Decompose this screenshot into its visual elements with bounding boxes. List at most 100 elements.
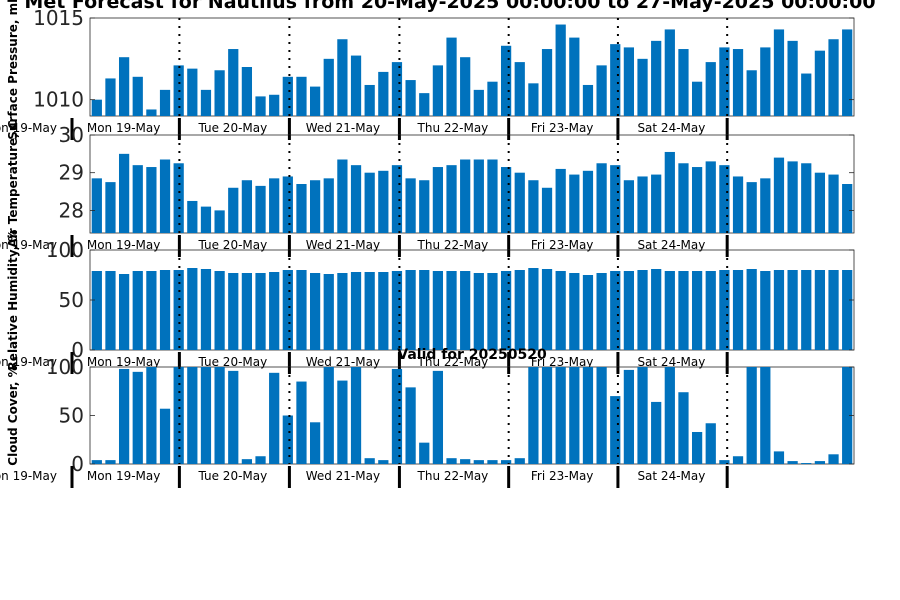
bar (241, 459, 253, 464)
bar (773, 270, 785, 350)
y-tick-label: 0 (71, 338, 84, 362)
bar (719, 460, 730, 464)
bar (487, 159, 498, 233)
bar (664, 29, 675, 116)
bar (132, 371, 143, 464)
y-tick-label: 0 (71, 452, 84, 476)
bar (746, 367, 757, 464)
axes-box (89, 17, 855, 117)
bar (91, 178, 102, 233)
bar (678, 49, 689, 116)
x-day-label: Mon 19-May (87, 469, 161, 483)
bar (500, 271, 512, 350)
bar (569, 37, 580, 116)
bar (623, 271, 635, 350)
y-tick-label: 50 (59, 288, 84, 312)
y-tick-label: 1015 (33, 6, 84, 30)
bar (555, 24, 566, 116)
bar (118, 153, 130, 233)
bar (460, 271, 471, 350)
bar (105, 182, 116, 233)
bar (719, 270, 730, 350)
bar (514, 270, 525, 350)
bar (746, 182, 757, 233)
x-day-label: Wed 21-May (306, 121, 380, 135)
bar (746, 70, 757, 116)
bar (255, 273, 266, 350)
bar (391, 62, 403, 116)
bar (528, 268, 539, 350)
bar (842, 270, 853, 350)
x-day-label: Thu 22-May (417, 355, 489, 369)
bar (678, 271, 689, 350)
bar (200, 367, 212, 464)
bar (364, 172, 375, 233)
bar (569, 273, 580, 350)
bar (296, 270, 307, 350)
bar (228, 370, 239, 464)
bar (446, 37, 457, 116)
bar (460, 459, 471, 464)
x-day-label: Tue 20-May (198, 355, 268, 369)
bar (787, 270, 798, 350)
bar (582, 367, 594, 464)
bar (146, 367, 157, 464)
x-day-label: Mon 19-May (87, 355, 161, 369)
x-edge-label: Mon 19-May (0, 238, 57, 252)
bar (173, 163, 184, 233)
bar (487, 81, 498, 116)
bar (610, 396, 621, 464)
bar (787, 161, 798, 233)
bar (391, 271, 403, 350)
bar (132, 76, 143, 116)
bar (555, 168, 566, 233)
bar (296, 184, 307, 233)
bar (419, 270, 430, 350)
bar (350, 272, 362, 350)
bar (596, 367, 607, 464)
bar (378, 170, 389, 233)
y-tick-label: 28 (59, 198, 84, 222)
bar (105, 78, 116, 116)
y-tick-label: 50 (59, 404, 84, 428)
bar (773, 451, 785, 464)
bar (691, 167, 703, 233)
bar (596, 65, 607, 116)
bar (378, 71, 389, 116)
bar (269, 272, 280, 350)
bar (337, 39, 348, 116)
bar (323, 178, 334, 233)
bar (255, 96, 266, 116)
bar (801, 270, 812, 350)
bar (187, 68, 198, 116)
bar (705, 62, 716, 116)
bar (241, 67, 253, 116)
y-tick-label: 30 (59, 123, 84, 147)
bar (842, 184, 853, 233)
bar (801, 463, 812, 464)
x-day-label: Fri 23-May (531, 238, 594, 252)
bar (651, 401, 662, 464)
x-day-label: Sat 24-May (637, 469, 705, 483)
bar (664, 367, 675, 464)
bar (719, 165, 730, 233)
bar (651, 269, 662, 350)
bar (405, 270, 416, 350)
bar (569, 174, 580, 233)
bar (691, 81, 703, 116)
bar (446, 458, 457, 464)
bar (364, 458, 375, 464)
bar (214, 271, 225, 350)
x-day-label: Sat 24-May (637, 355, 705, 369)
bar (432, 271, 444, 350)
bar (637, 270, 648, 350)
bar (91, 271, 102, 350)
bar (814, 50, 826, 116)
bar (255, 456, 266, 464)
bar (500, 45, 512, 117)
bar (146, 271, 157, 350)
bar (500, 460, 512, 464)
